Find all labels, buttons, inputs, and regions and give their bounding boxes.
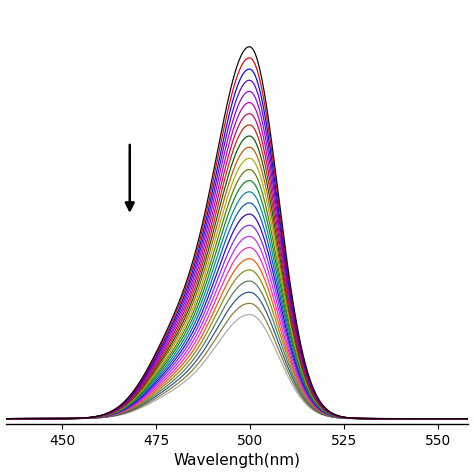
X-axis label: Wavelength(nm): Wavelength(nm) — [173, 454, 301, 468]
